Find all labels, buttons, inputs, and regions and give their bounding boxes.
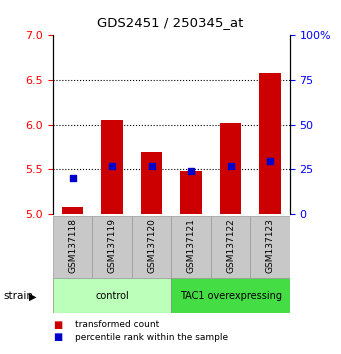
Bar (101, 120, 123, 214)
Text: control: control (95, 291, 129, 301)
Point (70, 176, 75, 181)
Point (149, 163, 154, 169)
Text: strain: strain (3, 291, 33, 301)
Bar (211, 216, 250, 278)
Text: GSM137122: GSM137122 (226, 218, 235, 273)
Bar (62, 207, 84, 214)
Bar (132, 216, 171, 278)
Bar (180, 171, 202, 214)
Point (188, 169, 194, 174)
Bar (141, 152, 162, 214)
Bar (220, 123, 241, 214)
Text: ▶: ▶ (29, 291, 36, 301)
Point (109, 163, 115, 169)
Text: GSM137121: GSM137121 (187, 218, 196, 273)
Text: TAC1 overexpressing: TAC1 overexpressing (180, 291, 282, 301)
Text: transformed count: transformed count (75, 320, 159, 330)
Bar (53, 216, 92, 278)
Text: ■: ■ (53, 332, 62, 342)
Text: GSM137118: GSM137118 (68, 218, 77, 273)
Text: GSM137120: GSM137120 (147, 218, 156, 273)
Text: percentile rank within the sample: percentile rank within the sample (75, 332, 228, 342)
Bar (53, 278, 171, 313)
Text: GDS2451 / 250345_at: GDS2451 / 250345_at (97, 16, 244, 29)
Point (267, 158, 273, 164)
Bar (259, 73, 281, 214)
Text: ■: ■ (53, 320, 62, 330)
Bar (92, 216, 132, 278)
Bar (250, 216, 290, 278)
Point (228, 163, 233, 169)
Text: GSM137123: GSM137123 (266, 218, 275, 273)
Bar (171, 216, 211, 278)
Text: GSM137119: GSM137119 (108, 218, 117, 273)
Bar (171, 278, 290, 313)
